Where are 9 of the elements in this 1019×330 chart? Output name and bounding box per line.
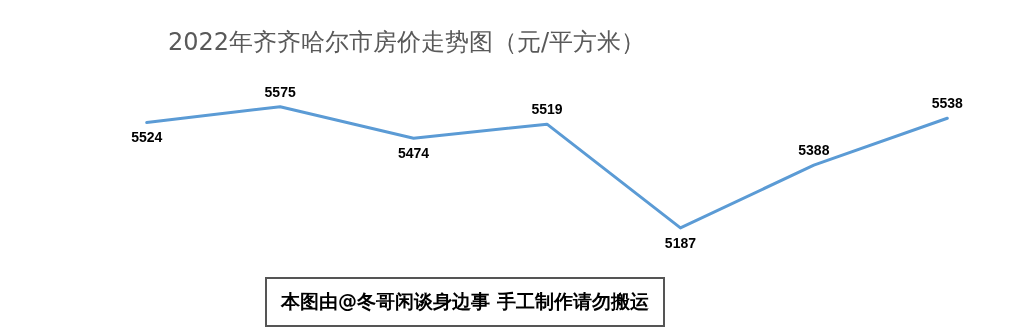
data-label: 5519 [531,101,563,118]
text: 本图由@冬哥闲谈身边事 手工制作请勿搬运 [265,277,665,327]
data-label: 5187 [664,234,697,251]
data-label: 5524 [131,129,163,146]
data-label: 5388 [798,141,830,158]
chart-title: 2022年齐齐哈尔市房价走势图（元/平方米） [168,27,646,58]
data-label: 5474 [397,145,430,162]
data-label: 5575 [264,83,296,100]
data-label: 5538 [931,95,964,112]
